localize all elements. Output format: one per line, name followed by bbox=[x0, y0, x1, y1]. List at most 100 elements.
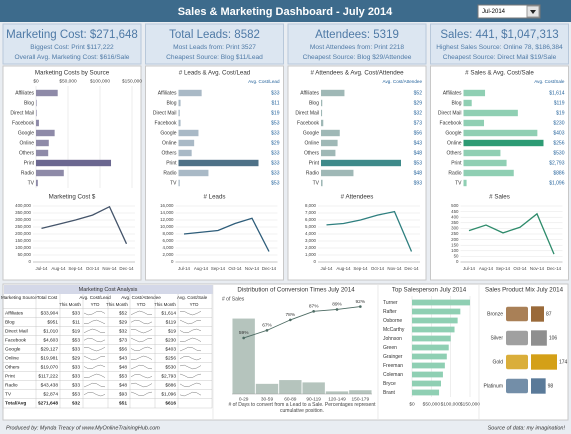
kpi-box bbox=[287, 23, 427, 65]
ytd-sparkline bbox=[130, 319, 153, 325]
kpi-box bbox=[2, 23, 142, 65]
bar bbox=[463, 129, 538, 137]
x-tick-label: Sep-14 bbox=[211, 266, 226, 271]
table-subheader: This Month bbox=[106, 302, 128, 307]
table-cell: $19 bbox=[168, 328, 176, 334]
table-cell: $951 bbox=[47, 319, 58, 325]
table-cell: $33 bbox=[72, 373, 80, 379]
ytd-sparkline bbox=[179, 382, 202, 387]
bar bbox=[279, 380, 302, 394]
table-cell: $2,874 bbox=[43, 391, 58, 397]
y-tick-label: 500 bbox=[451, 203, 459, 208]
table-cell: Online bbox=[5, 355, 19, 361]
x-tick-label: Jul-14 bbox=[36, 266, 49, 271]
table-header: Total Cost bbox=[37, 295, 58, 300]
x-tick-label: 30-59 bbox=[261, 396, 274, 402]
dropdown-value[interactable]: Jul-2014 bbox=[482, 9, 506, 15]
cost-label: $93 bbox=[414, 180, 423, 186]
product-icon bbox=[506, 306, 528, 322]
ytd-sparkline bbox=[83, 373, 106, 379]
x-tick-label: Sep-14 bbox=[353, 266, 368, 271]
cost-label: $48 bbox=[414, 170, 423, 176]
x-tick-label: $50,000 bbox=[59, 78, 77, 84]
category-label: Facebook bbox=[155, 120, 177, 126]
kpi-title: Marketing Cost: $271,648 bbox=[6, 29, 138, 41]
table-cell: $29 bbox=[72, 355, 80, 361]
x-tick-label: 0-29 bbox=[239, 396, 249, 402]
y-tick-label: 300 bbox=[451, 226, 459, 231]
table-header: Avg. Cost/Lead bbox=[79, 295, 111, 300]
table-cell: $53 bbox=[72, 337, 80, 343]
y-tick-label: 100,000 bbox=[15, 245, 31, 250]
dropdown-box[interactable] bbox=[477, 4, 541, 19]
x-tick-label: $100,000 bbox=[441, 401, 461, 407]
chart-title: # Leads & Avg. Cost/Lead bbox=[179, 70, 251, 77]
bar bbox=[531, 354, 557, 370]
ytd-sparkline bbox=[83, 355, 106, 361]
category-label: Online bbox=[162, 140, 177, 146]
bar bbox=[36, 169, 64, 177]
category-label: Others bbox=[19, 150, 35, 156]
line-series bbox=[326, 210, 413, 252]
category-label: Facebook bbox=[12, 120, 34, 126]
category-label: Affiliates bbox=[300, 90, 319, 96]
category-label: Print bbox=[451, 160, 462, 166]
category-label: Green bbox=[383, 345, 397, 351]
category-label: McCarthy bbox=[383, 327, 405, 333]
y-tick-label: 5,000 bbox=[305, 224, 317, 229]
category-label: Affiliates bbox=[15, 90, 34, 96]
cost-label: $2,793 bbox=[549, 160, 565, 166]
chart-title: Marketing Cost $ bbox=[49, 194, 96, 201]
x-tick-label: 90-119 bbox=[306, 396, 321, 402]
y-tick-label: 0 bbox=[456, 259, 459, 264]
cost-label: $29 bbox=[271, 140, 280, 146]
ytd-sparkline bbox=[179, 319, 202, 325]
ytd-sparkline bbox=[130, 310, 153, 315]
cost-label: $43 bbox=[414, 140, 423, 146]
category-label: Online bbox=[305, 140, 320, 146]
bar bbox=[36, 139, 49, 147]
y-tick-label: 3,000 bbox=[305, 238, 317, 243]
category-label: Radio bbox=[21, 170, 34, 176]
kpi-detail: Most Leads from: Print 3527 bbox=[173, 44, 256, 51]
table-cell: $53 bbox=[119, 373, 127, 379]
ytd-sparkline bbox=[83, 347, 106, 352]
bar bbox=[463, 99, 472, 107]
kpi-detail: Highest Sales Source: Online 78, $186,38… bbox=[436, 44, 563, 51]
dropdown-arrow[interactable] bbox=[530, 10, 536, 14]
table-cell: $33 bbox=[72, 382, 80, 388]
category-label: Others bbox=[446, 150, 462, 156]
bar bbox=[412, 362, 445, 369]
bar bbox=[412, 353, 447, 360]
y-tick-label: 12,000 bbox=[160, 217, 174, 222]
y-tick-label: 200 bbox=[451, 237, 459, 242]
chart-title: Distribution of Conversion Times July 20… bbox=[237, 287, 355, 294]
ytd-sparkline bbox=[179, 328, 202, 333]
kpi-detail: Cheapest Source: Direct Mail $19/Sale bbox=[443, 54, 557, 61]
bar bbox=[36, 99, 37, 107]
ytd-sparkline bbox=[130, 329, 153, 334]
cost-label: $33 bbox=[271, 90, 280, 96]
bar bbox=[412, 335, 451, 342]
table-subheader: YTD bbox=[91, 302, 100, 307]
category-label: Radio bbox=[448, 170, 461, 176]
chart-title: # Leads bbox=[203, 194, 225, 201]
cost-label: $29 bbox=[414, 100, 423, 106]
x-tick-label: Oct-14 bbox=[513, 266, 527, 271]
kpi-detail: Cheapest Source: Blog $29/Attendee bbox=[303, 54, 412, 61]
y-tick-label: 8,000 bbox=[305, 203, 317, 208]
product-icon bbox=[506, 330, 528, 346]
cost-label: $48 bbox=[414, 150, 423, 156]
ytd-sparkline bbox=[179, 364, 202, 370]
category-label: Blog bbox=[166, 100, 176, 106]
month-dropdown[interactable]: Jul-2014 bbox=[477, 4, 541, 19]
x-tick-label: Nov-14 bbox=[102, 266, 117, 271]
bar bbox=[178, 99, 181, 107]
ytd-sparkline bbox=[83, 337, 106, 343]
bar bbox=[531, 330, 547, 346]
bar bbox=[178, 149, 192, 157]
table-title-bg bbox=[4, 285, 213, 294]
bar bbox=[412, 380, 441, 387]
bar bbox=[321, 139, 338, 147]
